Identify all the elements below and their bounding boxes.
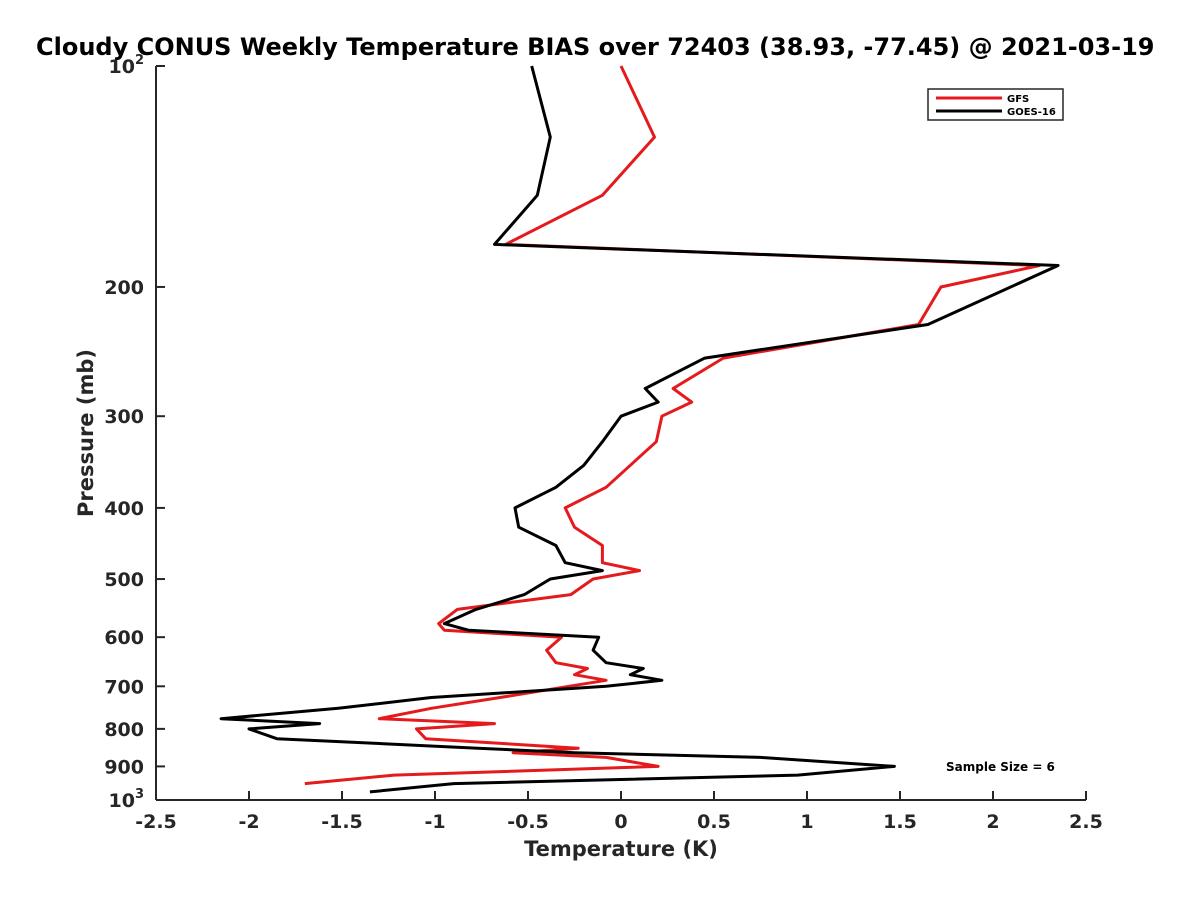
legend-label: GFS bbox=[1007, 94, 1029, 105]
x-tick-label: 1 bbox=[800, 811, 813, 833]
y-ticks: 102 200 300 400 500 600 700 800 900 103 bbox=[104, 53, 165, 812]
x-tick-label: 0.5 bbox=[697, 811, 731, 833]
x-axis-label: Temperature (K) bbox=[524, 837, 718, 861]
chart-title: Cloudy CONUS Weekly Temperature BIAS ove… bbox=[36, 33, 1154, 61]
y-tick-label: 500 bbox=[104, 569, 144, 591]
x-tick-label: 2 bbox=[986, 811, 999, 833]
y-axis-label: Pressure (mb) bbox=[74, 349, 98, 517]
y-tick-label: 103 bbox=[109, 787, 145, 812]
x-tick-label: -0.5 bbox=[507, 811, 549, 833]
x-tick-label: 2.5 bbox=[1069, 811, 1103, 833]
y-tick-label: 102 bbox=[109, 53, 145, 78]
y-tick-label: 400 bbox=[104, 498, 144, 520]
sample-size-annotation: Sample Size = 6 bbox=[946, 760, 1055, 774]
x-ticks: -2.5 -2 -1.5 -1 -0.5 0 0.5 1 1.5 2 2.5 bbox=[135, 791, 1103, 833]
y-tick-label: 900 bbox=[104, 756, 144, 778]
series-line-goes-16 bbox=[219, 65, 1060, 794]
x-tick-label: -1 bbox=[424, 811, 445, 833]
legend-box bbox=[927, 88, 1064, 121]
x-tick-label: 1.5 bbox=[883, 811, 917, 833]
y-tick-label: 700 bbox=[104, 676, 144, 698]
legend: GFS GOES-16 bbox=[927, 88, 1064, 121]
y-tick-label: 200 bbox=[104, 277, 144, 299]
plot-lines bbox=[219, 65, 1060, 794]
legend-label: GOES-16 bbox=[1007, 107, 1056, 118]
x-tick-label: -1.5 bbox=[321, 811, 363, 833]
y-tick-label: 600 bbox=[104, 627, 144, 649]
series-line-gfs bbox=[304, 65, 1041, 786]
x-tick-label: -2.5 bbox=[135, 811, 177, 833]
y-tick-label: 300 bbox=[104, 406, 144, 428]
x-tick-label: 0 bbox=[614, 811, 627, 833]
y-tick-label: 800 bbox=[104, 719, 144, 741]
x-tick-label: -2 bbox=[238, 811, 259, 833]
